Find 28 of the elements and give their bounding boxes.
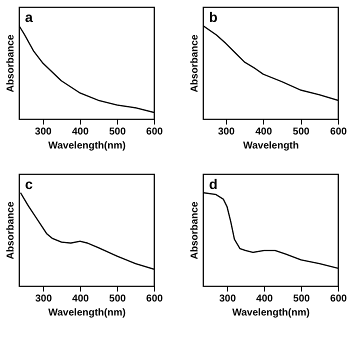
y-axis-title: Absorbance xyxy=(6,201,16,260)
x-tick-label: 500 xyxy=(292,126,310,138)
y-axis-title: Absorbance xyxy=(190,201,200,260)
x-axis-title: Wavelength(nm) xyxy=(232,308,310,318)
x-tick-label: 500 xyxy=(109,294,126,304)
chart-title: a xyxy=(25,9,33,25)
x-tick-label: 400 xyxy=(72,294,90,304)
x-tick-label: 600 xyxy=(330,126,348,138)
x-axis-title: Wavelength(nm) xyxy=(48,140,126,152)
chart-title: b xyxy=(209,9,218,25)
x-tick-label: 300 xyxy=(34,126,52,138)
x-tick-label: 400 xyxy=(72,126,90,138)
chart-title: c xyxy=(25,176,33,192)
x-tick-label: 600 xyxy=(146,126,164,138)
y-axis-title: Absorbance xyxy=(190,34,200,92)
x-tick-label: 500 xyxy=(293,294,310,304)
x-axis-title: Wavelength(nm) xyxy=(48,308,126,318)
x-tick-label: 600 xyxy=(330,294,348,304)
x-axis-title: Wavelength xyxy=(243,140,299,152)
x-tick-label: 500 xyxy=(109,126,126,138)
x-tick-label: 400 xyxy=(255,126,272,138)
x-tick-label: 400 xyxy=(256,294,274,304)
y-axis-title: Absorbance xyxy=(6,34,16,92)
x-tick-label: 300 xyxy=(218,126,236,138)
x-tick-label: 300 xyxy=(219,294,236,304)
x-tick-label: 600 xyxy=(146,294,164,304)
chart-title: d xyxy=(209,176,218,192)
x-tick-label: 300 xyxy=(35,294,52,304)
